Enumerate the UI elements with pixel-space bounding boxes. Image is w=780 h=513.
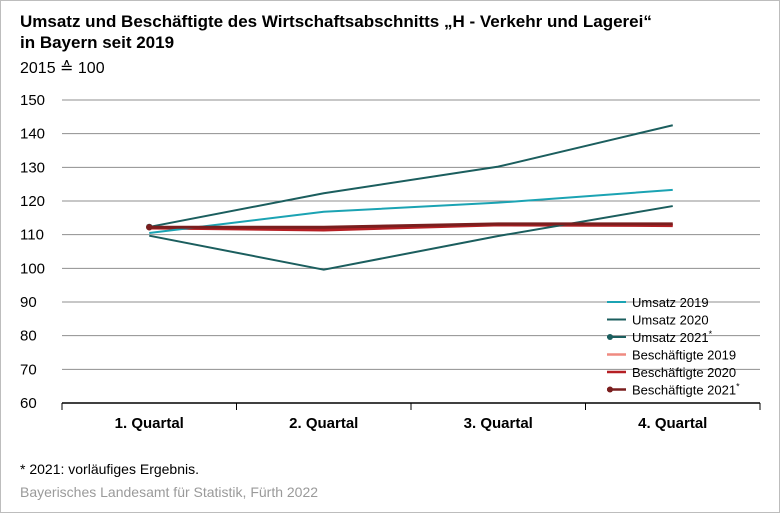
legend-label: Umsatz 2020 bbox=[632, 313, 709, 328]
series-line bbox=[149, 124, 673, 228]
source-note: Bayerisches Landesamt für Statistik, Für… bbox=[20, 484, 319, 500]
y-tick-label: 120 bbox=[20, 193, 45, 210]
x-tick-label: 4. Quartal bbox=[638, 415, 707, 432]
y-tick-label: 130 bbox=[20, 159, 45, 176]
x-axis: 1. Quartal 2. Quartal 3. Quartal 4. Quartal bbox=[61, 402, 761, 432]
series-line bbox=[149, 222, 673, 229]
series-line bbox=[149, 188, 673, 234]
footnote: * 2021: vorläufiges Ergebnis. bbox=[20, 461, 199, 477]
legend-label: Umsatz 2021* bbox=[632, 329, 713, 345]
x-tick-label: 2. Quartal bbox=[289, 415, 358, 432]
y-tick-labels: 60 70 80 90 100 110 120 130 140 150 bbox=[20, 92, 45, 412]
x-tick-label: 1. Quartal bbox=[115, 415, 184, 432]
y-tick-label: 80 bbox=[20, 328, 37, 345]
legend-label: Beschäftigte 2020 bbox=[632, 365, 736, 380]
series-line bbox=[149, 205, 673, 271]
y-tick-label: 150 bbox=[20, 92, 45, 109]
series-start-marker bbox=[146, 224, 153, 231]
chart-subtitle: 2015 ≙ 100 bbox=[20, 60, 105, 77]
y-tick-label: 70 bbox=[20, 361, 37, 378]
chart-title-line1: Umsatz und Beschäftigte des Wirtschaftsa… bbox=[20, 12, 652, 31]
legend-asterisk: * bbox=[736, 382, 740, 392]
x-tick-label: 3. Quartal bbox=[464, 415, 533, 432]
chart-title: Umsatz und Beschäftigte des Wirtschaftsa… bbox=[20, 11, 760, 53]
legend-label: Beschäftigte 2021* bbox=[632, 382, 740, 398]
y-tick-label: 60 bbox=[20, 395, 37, 412]
legend-marker bbox=[607, 386, 613, 393]
y-tick-label: 100 bbox=[20, 260, 45, 277]
legend-label: Beschäftigte 2019 bbox=[632, 348, 736, 363]
legend-asterisk: * bbox=[709, 329, 713, 339]
gridlines bbox=[62, 99, 760, 370]
legend-marker bbox=[607, 334, 613, 340]
series-lines bbox=[146, 124, 673, 271]
y-tick-label: 110 bbox=[20, 227, 44, 244]
y-tick-label: 90 bbox=[20, 294, 37, 311]
y-tick-label: 140 bbox=[20, 126, 45, 143]
legend-label: Umsatz 2019 bbox=[632, 295, 709, 310]
chart-title-line2: in Bayern seit 2019 bbox=[20, 33, 175, 52]
